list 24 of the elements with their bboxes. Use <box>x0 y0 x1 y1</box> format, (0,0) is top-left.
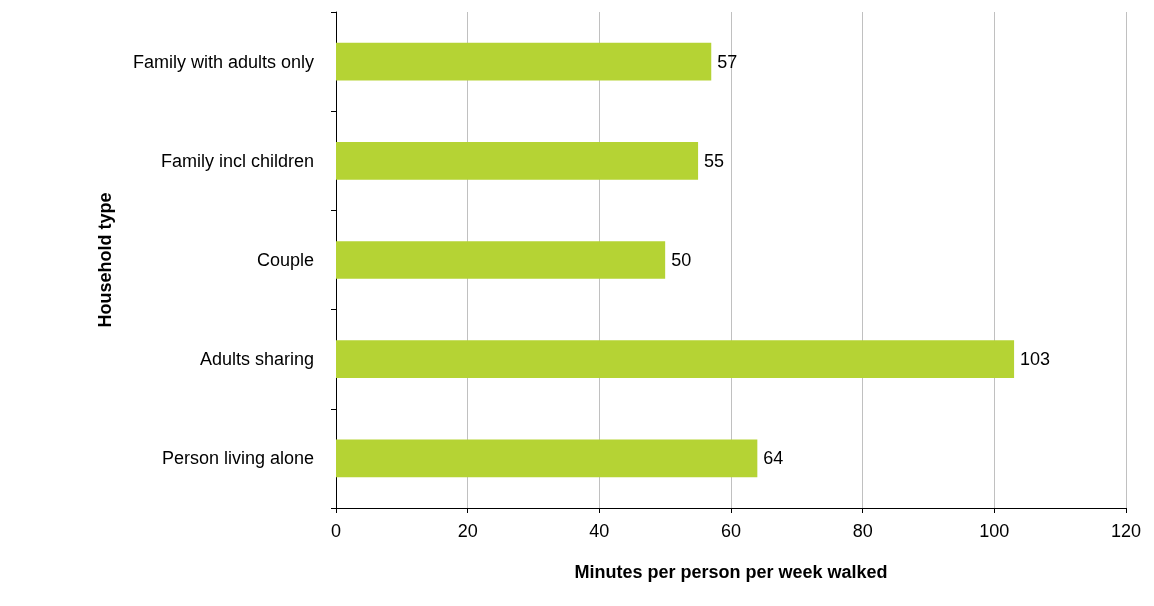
data-label: 64 <box>763 448 784 469</box>
data-label: 57 <box>717 51 738 72</box>
bar <box>336 42 712 81</box>
x-tick-label: 120 <box>1110 521 1142 541</box>
x-tick-label: 60 <box>720 521 742 541</box>
y-tick-label: Person living alone <box>161 448 314 469</box>
x-tick-label: 100 <box>979 521 1010 541</box>
x-tick-label: 0 <box>330 521 342 541</box>
bar <box>336 241 666 279</box>
data-label: 55 <box>704 150 725 171</box>
x-axis-title: Minutes per person per week walked <box>574 562 888 582</box>
y-tick-label: Family incl children <box>160 150 314 171</box>
data-label: 103 <box>1020 349 1051 370</box>
bar <box>336 340 1015 379</box>
y-tick-label: Family with adults only <box>132 51 314 72</box>
y-tick-label: Adults sharing <box>199 349 314 370</box>
bar <box>336 439 758 478</box>
y-axis-title: Household type <box>95 192 115 328</box>
x-tick-label: 40 <box>589 521 610 541</box>
y-tick-label: Couple <box>256 250 314 270</box>
bar <box>336 141 699 180</box>
x-tick-label: 20 <box>457 521 478 541</box>
data-label: 50 <box>671 250 692 270</box>
x-tick-label: 80 <box>852 521 873 541</box>
